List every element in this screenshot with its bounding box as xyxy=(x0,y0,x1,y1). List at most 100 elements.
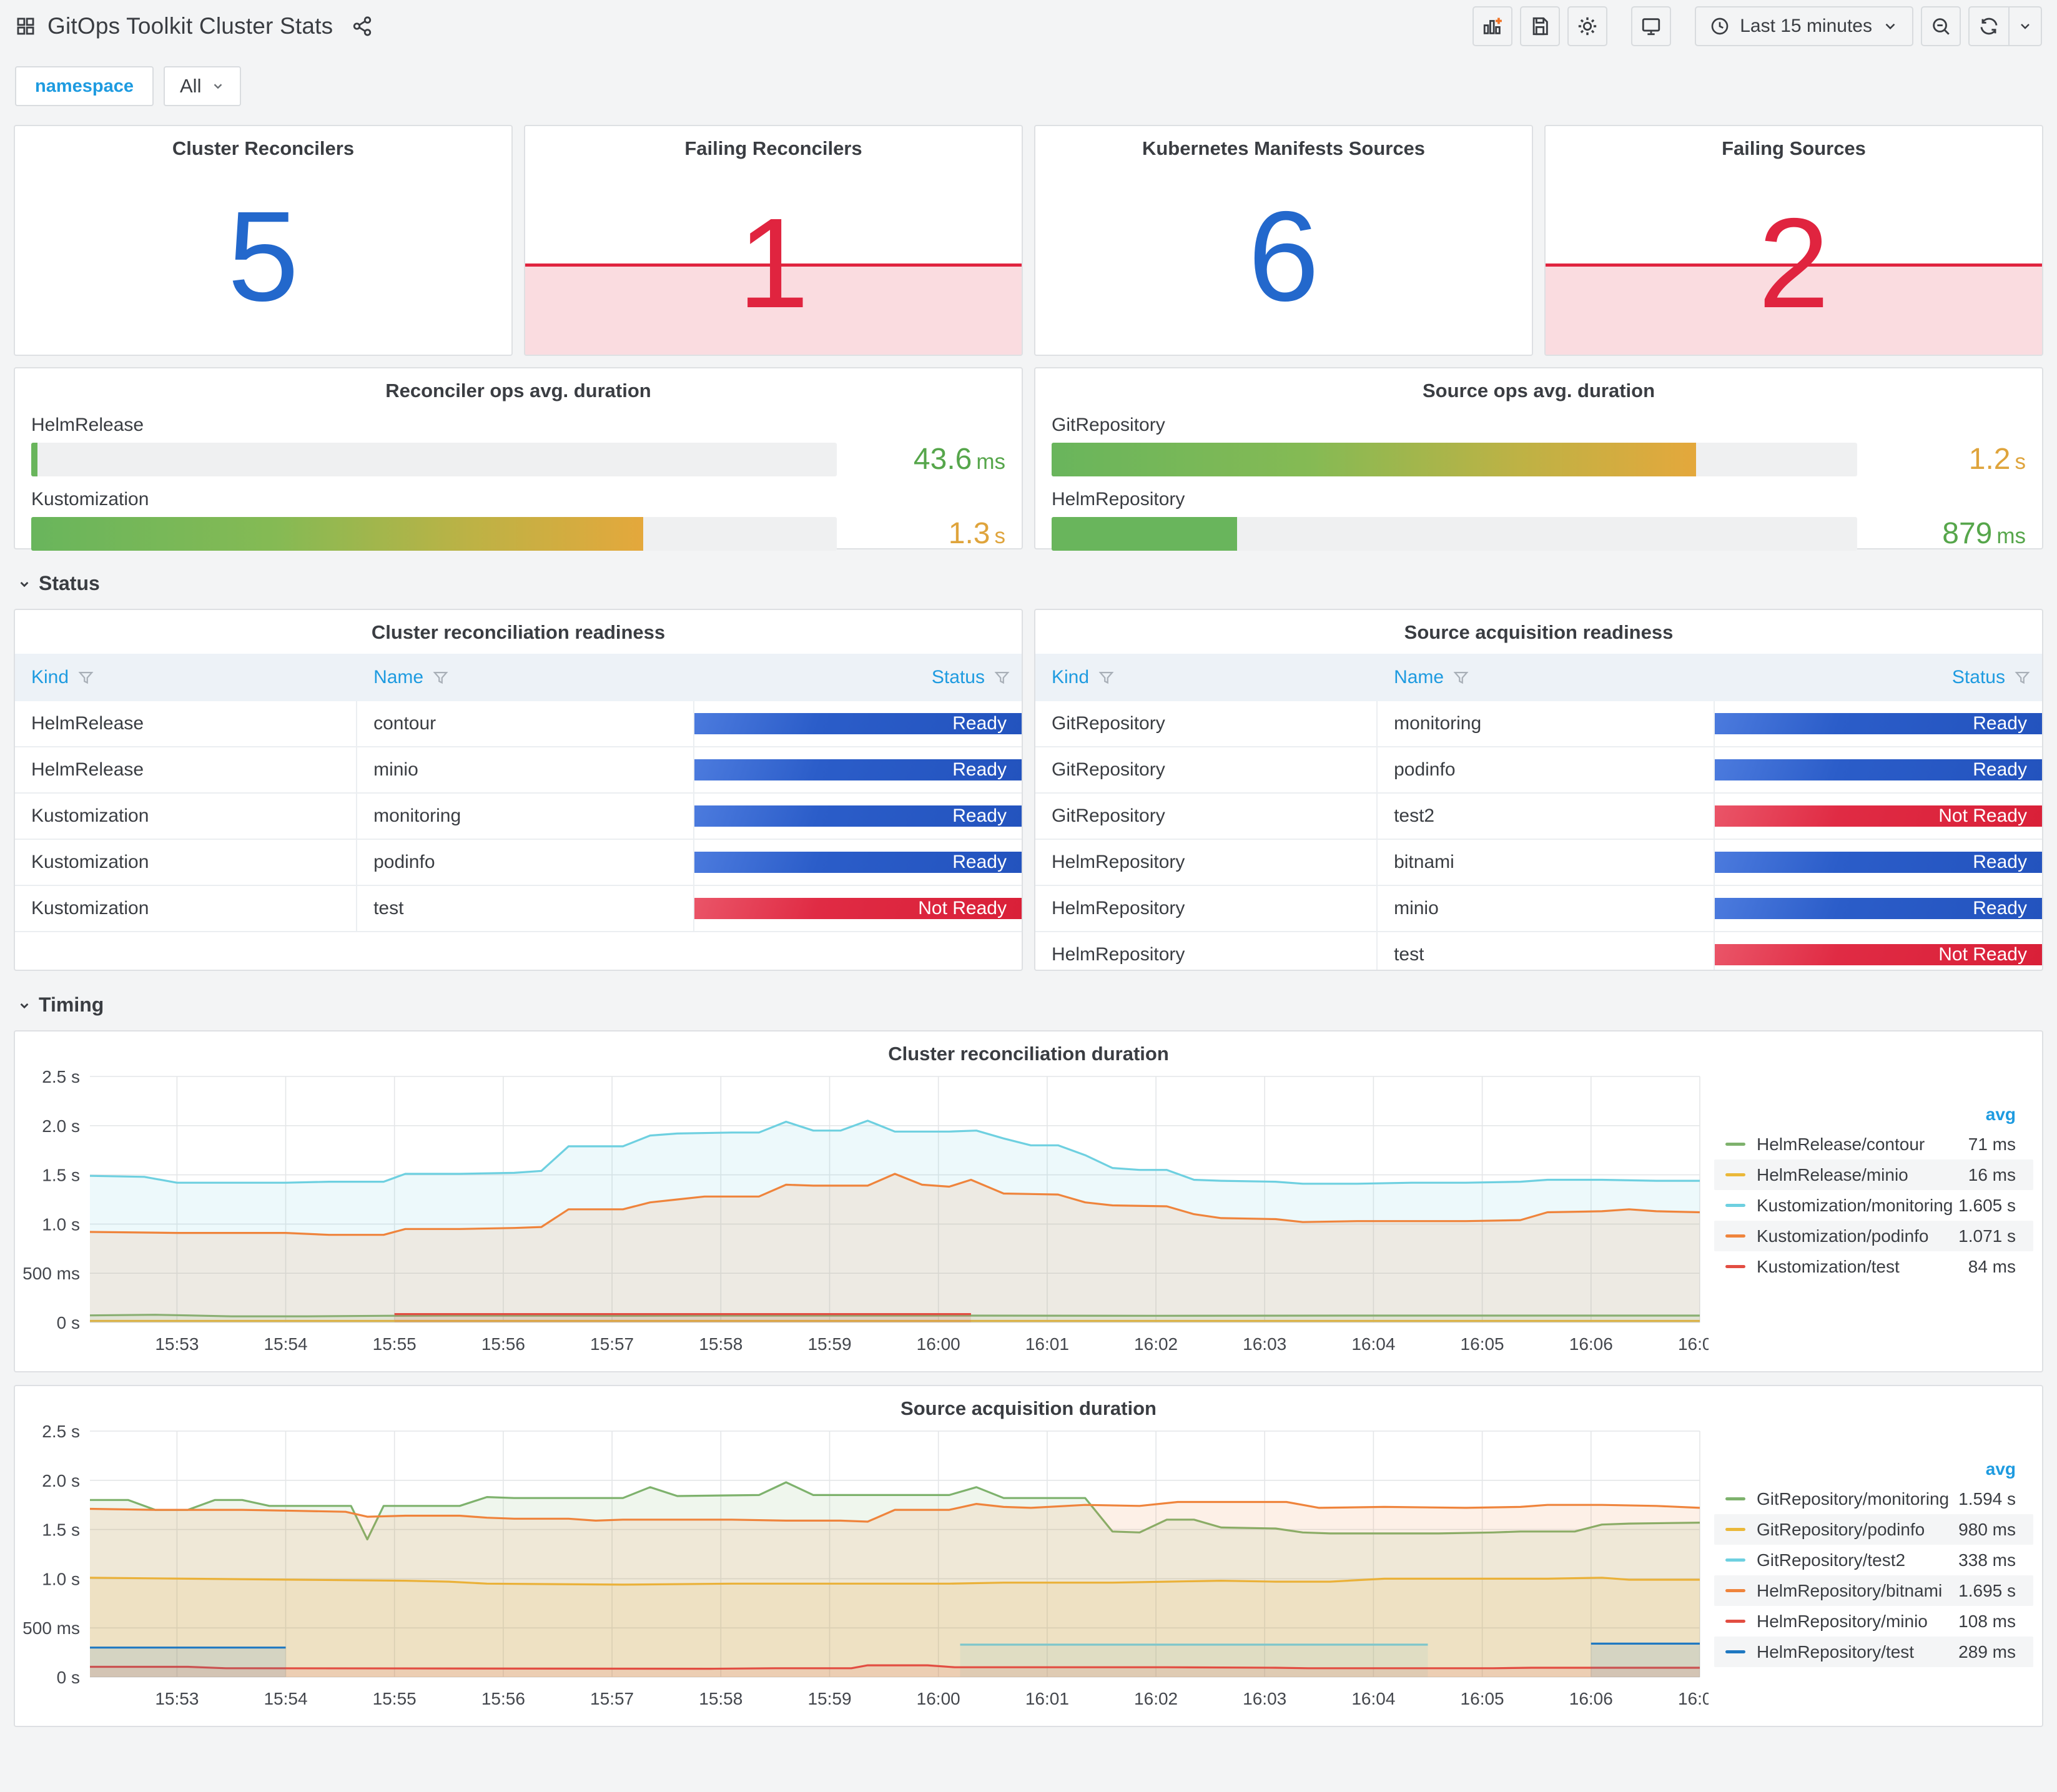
cell-status: Not Ready xyxy=(694,886,1022,931)
filter-icon[interactable] xyxy=(2014,669,2031,686)
status-badge: Not Ready xyxy=(694,898,1022,919)
stat-panel-title[interactable]: Failing Sources xyxy=(1722,137,1866,159)
bargauge-panel-title[interactable]: Source ops avg. duration xyxy=(1422,380,1655,401)
zoom-out-button[interactable] xyxy=(1921,6,1961,46)
bargauge-value-unit: s xyxy=(2015,450,2026,474)
legend-item[interactable]: GitRepository/podinfo 980 ms xyxy=(1714,1514,2033,1545)
column-header-status[interactable]: Status xyxy=(1715,667,2042,688)
dashboard-settings-button[interactable] xyxy=(1567,6,1608,46)
stat-panel: Failing Reconcilers 1 xyxy=(524,125,1023,356)
legend-item[interactable]: HelmRepository/minio 108 ms xyxy=(1714,1606,2033,1637)
legend-item[interactable]: HelmRepository/bitnami 1.695 s xyxy=(1714,1575,2033,1606)
cell-kind: HelmRepository xyxy=(1035,932,1378,970)
tv-mode-button[interactable] xyxy=(1631,6,1672,46)
svg-text:15:56: 15:56 xyxy=(481,1689,525,1708)
bargauge-panel: Source ops avg. duration GitRepository 1.2… xyxy=(1034,367,2043,551)
stat-panel-title[interactable]: Kubernetes Manifests Sources xyxy=(1142,137,1426,159)
svg-text:16:01: 16:01 xyxy=(1025,1689,1069,1708)
bargauge-value-unit: ms xyxy=(1996,524,2026,548)
svg-text:15:53: 15:53 xyxy=(155,1334,199,1354)
cell-kind: Kustomization xyxy=(15,840,358,885)
filter-icon[interactable] xyxy=(994,669,1010,686)
legend-item[interactable]: Kustomization/podinfo 1.071 s xyxy=(1714,1221,2033,1251)
refresh-button-group xyxy=(1968,6,2042,46)
legend-series-avg: 1.594 s xyxy=(1958,1489,2016,1509)
variable-namespace-value-dropdown[interactable]: All xyxy=(164,66,242,106)
legend-item[interactable]: HelmRepository/test 289 ms xyxy=(1714,1637,2033,1667)
column-header-kind[interactable]: Kind xyxy=(1035,667,1378,688)
filter-icon[interactable] xyxy=(432,669,449,686)
table-row: HelmRepository minio Ready xyxy=(1035,886,2042,932)
table-panel-title[interactable]: Cluster reconciliation readiness xyxy=(371,621,666,643)
timeseries-plot-svg[interactable]: 0 s 500 ms 1.0 s 1.5 s 2.0 s 2.5 s 15:53 15:54 1… xyxy=(15,1065,1709,1361)
legend-item[interactable]: Kustomization/monitoring 1.605 s xyxy=(1714,1190,2033,1221)
cell-name: monitoring xyxy=(357,794,695,839)
column-header-status[interactable]: Status xyxy=(694,667,1022,688)
dashboard-title: GitOps Toolkit Cluster Stats xyxy=(47,13,333,39)
table-row: HelmRelease contour Ready xyxy=(15,701,1022,747)
legend-series-swatch xyxy=(1725,1528,1745,1531)
bargauge-value: 1.2 s xyxy=(1857,442,2026,476)
cell-kind: HelmRelease xyxy=(15,701,358,746)
column-header-kind[interactable]: Kind xyxy=(15,667,357,688)
add-panel-button[interactable] xyxy=(1472,6,1513,46)
timeseries-plot-svg[interactable]: 0 s 500 ms 1.0 s 1.5 s 2.0 s 2.5 s 15:53 15:54 1… xyxy=(15,1420,1709,1716)
legend-series-swatch xyxy=(1725,1173,1745,1176)
cell-kind: HelmRelease xyxy=(15,747,358,792)
refresh-interval-dropdown[interactable] xyxy=(2008,7,2041,45)
legend-series-swatch xyxy=(1725,1234,1745,1238)
stat-panel: Kubernetes Manifests Sources 6 xyxy=(1034,125,1533,356)
legend-item[interactable]: Kustomization/test 84 ms xyxy=(1714,1251,2033,1282)
legend-series-avg: 1.605 s xyxy=(1958,1195,2016,1215)
filter-funnel-icon xyxy=(2015,671,2030,684)
table-row: HelmRepository bitnami Ready xyxy=(1035,840,2042,886)
legend-item[interactable]: HelmRelease/minio 16 ms xyxy=(1714,1159,2033,1190)
readiness-table-panel: Source acquisition readiness Kind Name Stat… xyxy=(1034,609,2043,971)
refresh-button[interactable] xyxy=(1970,7,2008,45)
time-range-picker[interactable]: Last 15 minutes xyxy=(1695,6,1913,46)
legend-series-swatch xyxy=(1725,1558,1745,1562)
save-dashboard-button[interactable] xyxy=(1520,6,1561,46)
filter-icon[interactable] xyxy=(77,669,94,686)
variable-namespace-label[interactable]: namespace xyxy=(15,66,154,106)
status-badge: Ready xyxy=(694,805,1022,827)
share-icon[interactable] xyxy=(352,16,373,37)
legend-avg-header[interactable]: avg xyxy=(1985,1105,2016,1124)
legend-item[interactable]: HelmRelease/contour 71 ms xyxy=(1714,1129,2033,1159)
filter-funnel-icon xyxy=(1098,671,1114,684)
cell-name: contour xyxy=(357,701,695,746)
legend-item[interactable]: GitRepository/monitoring 1.594 s xyxy=(1714,1484,2033,1514)
section-status[interactable]: Status xyxy=(0,549,2057,609)
clock-icon xyxy=(1710,16,1730,36)
cell-status: Not Ready xyxy=(1715,932,2042,970)
variable-namespace-value: All xyxy=(180,75,202,97)
legend-series-avg: 84 ms xyxy=(1968,1256,2016,1276)
bargauge-label: HelmRepository xyxy=(1052,489,1185,510)
stat-panel-title[interactable]: Failing Reconcilers xyxy=(684,137,862,159)
bargauge-value: 43.6 ms xyxy=(837,442,1005,476)
column-header-name[interactable]: Name xyxy=(357,667,694,688)
column-header-name[interactable]: Name xyxy=(1378,667,1715,688)
timeseries-panel-title[interactable]: Cluster reconciliation duration xyxy=(888,1043,1169,1065)
svg-text:16:07: 16:07 xyxy=(1678,1689,1709,1708)
cell-status: Ready xyxy=(694,794,1022,839)
chevron-down-icon xyxy=(1882,18,1898,34)
cell-name: minio xyxy=(1378,886,1715,931)
filter-icon[interactable] xyxy=(1098,669,1115,686)
table-row: Kustomization podinfo Ready xyxy=(15,840,1022,886)
stat-panel-title[interactable]: Cluster Reconcilers xyxy=(172,137,355,159)
svg-text:0 s: 0 s xyxy=(57,1668,80,1687)
svg-text:15:59: 15:59 xyxy=(807,1334,851,1354)
column-header-label: Kind xyxy=(1052,667,1090,687)
timeseries-panel-title[interactable]: Source acquisition duration xyxy=(900,1397,1157,1419)
section-timing[interactable]: Timing xyxy=(0,971,2057,1030)
filter-icon[interactable] xyxy=(1453,669,1469,686)
bargauge-panel-title[interactable]: Reconciler ops avg. duration xyxy=(385,380,651,401)
bargauge-fill xyxy=(31,516,644,551)
legend-item[interactable]: GitRepository/test2 338 ms xyxy=(1714,1545,2033,1575)
cell-status: Not Ready xyxy=(1715,794,2042,839)
table-panel-title[interactable]: Source acquisition readiness xyxy=(1404,621,1674,643)
legend-avg-header[interactable]: avg xyxy=(1985,1459,2016,1479)
svg-text:16:04: 16:04 xyxy=(1351,1334,1395,1354)
filter-funnel-icon xyxy=(1453,671,1469,684)
